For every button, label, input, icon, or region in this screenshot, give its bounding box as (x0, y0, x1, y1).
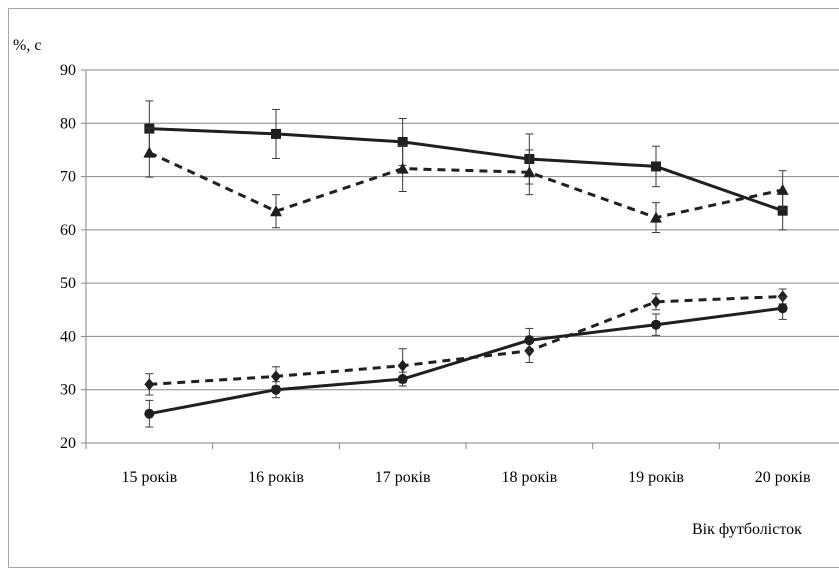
x-tick-label: 19 років (628, 469, 684, 486)
series-line (149, 295, 783, 386)
data-point-triangle (143, 146, 156, 158)
y-tick-label: 90 (60, 62, 76, 79)
data-point-diamond (144, 378, 155, 391)
y-tick-label: 20 (60, 435, 76, 452)
y-tick-label: 30 (60, 382, 76, 399)
data-point-circle (524, 335, 535, 346)
x-tick-label: 16 років (248, 469, 304, 486)
data-point-square (271, 128, 281, 139)
series-layer (143, 100, 789, 428)
y-tick-label: 60 (60, 222, 76, 239)
data-point-circle (271, 384, 281, 395)
y-axis-title: %, с (13, 37, 41, 54)
line-chart: 20 30 40 50 60 70 80 90 15 років 16 років 17 років… (13, 37, 839, 538)
data-point-triangle (396, 162, 409, 174)
series-4 (144, 296, 788, 428)
data-point-square (397, 136, 408, 147)
data-point-square (651, 161, 661, 172)
data-point-square (777, 205, 788, 216)
series-1 (144, 100, 788, 231)
data-point-circle (397, 374, 408, 385)
data-point-circle (777, 303, 788, 314)
data-point-diamond (651, 295, 661, 308)
y-tick-label: 50 (60, 275, 76, 292)
data-point-circle (651, 319, 661, 330)
series-3 (144, 288, 788, 396)
series-line (148, 151, 784, 220)
y-tick-label: 70 (60, 169, 76, 186)
x-tick-label: 20 років (755, 469, 811, 486)
x-tick-label: 15 років (121, 469, 177, 486)
series-line (149, 306, 783, 416)
x-axis-title: Вік футболісток (692, 521, 802, 538)
axis-layer: 20 30 40 50 60 70 80 90 15 років 16 років 17 років… (60, 62, 839, 486)
y-tick-label: 80 (60, 115, 76, 132)
data-point-triangle (270, 205, 282, 217)
data-point-diamond (397, 359, 408, 372)
grid-layer (86, 69, 839, 391)
y-tick-label: 40 (60, 328, 76, 345)
data-point-diamond (777, 290, 788, 303)
x-tick-label: 17 років (375, 469, 431, 486)
x-tick-label: 18 років (501, 469, 557, 486)
data-point-diamond (271, 370, 281, 383)
data-point-triangle (523, 166, 536, 178)
series-line (149, 127, 784, 213)
data-point-circle (144, 408, 155, 419)
series-2 (143, 127, 789, 234)
data-point-triangle (650, 211, 662, 223)
data-point-triangle (776, 183, 789, 195)
